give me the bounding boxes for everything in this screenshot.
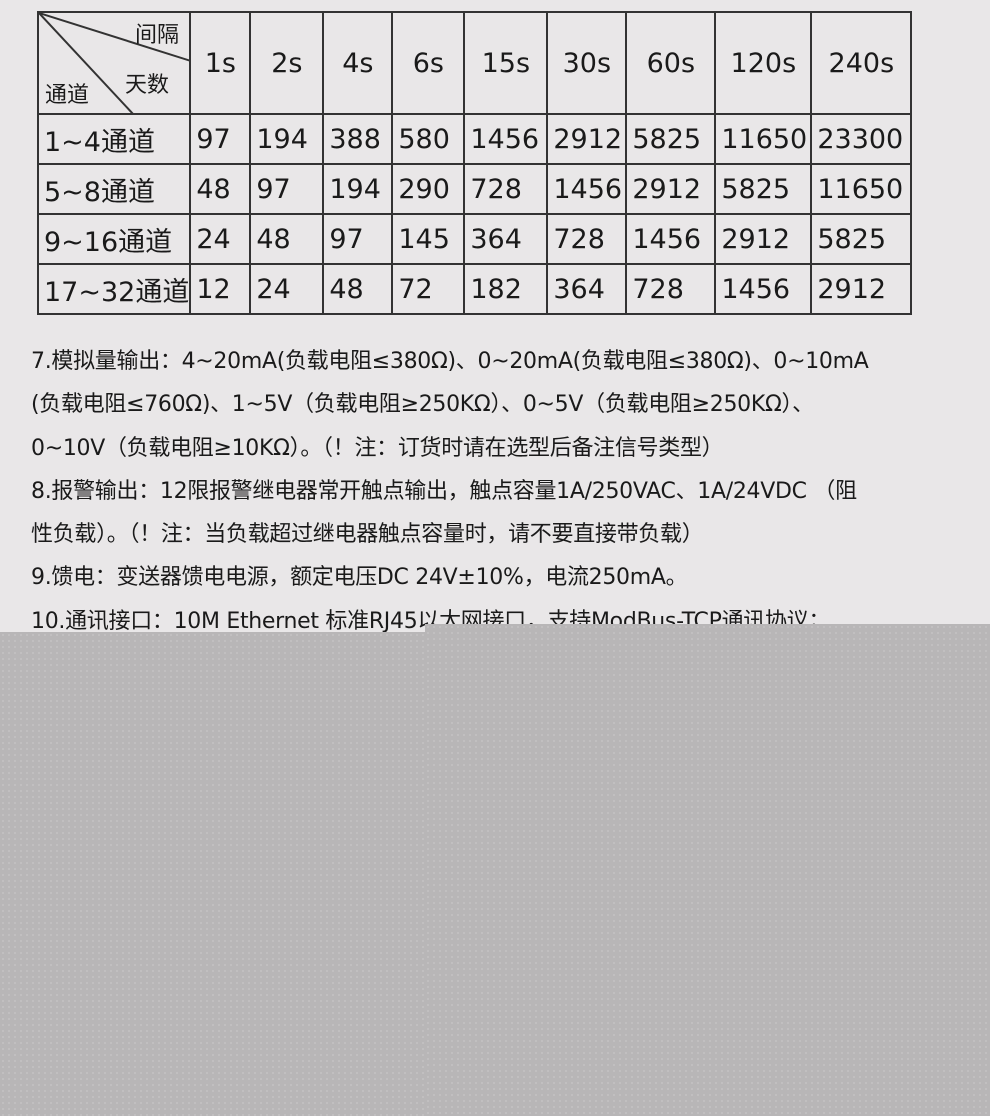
table-cell: 1456 <box>625 213 717 265</box>
table-cell: 1456 <box>463 113 549 165</box>
column-header: 2s <box>249 11 325 115</box>
row-label: 1~4通道 <box>36 113 192 165</box>
table-cell: 48 <box>322 263 394 315</box>
table-cell: 24 <box>189 213 252 265</box>
table-cell: 97 <box>322 213 394 265</box>
table-header-row: 间隔 天数 通道 1s 2s 4s 6s 15s 30s 60s 120s 24… <box>36 11 913 115</box>
table-cell: 48 <box>189 163 252 215</box>
table-cell: 2912 <box>810 263 913 315</box>
table-cell: 11650 <box>714 113 813 165</box>
table-row: 17~32通道 12 24 48 72 182 364 728 1456 2912 <box>36 263 913 315</box>
gray-overlay-left <box>0 632 425 1116</box>
gray-overlay-right <box>425 624 990 1116</box>
table-cell: 48 <box>249 213 325 265</box>
storage-days-table: 间隔 天数 通道 1s 2s 4s 6s 15s 30s 60s 120s 24… <box>36 11 913 315</box>
column-header: 240s <box>810 11 913 115</box>
column-header: 1s <box>189 11 252 115</box>
column-header: 15s <box>463 11 549 115</box>
spec-line-alarm-output-2: 性负载）。（！注：当负载超过继电器触点容量时，请不要直接带负载） <box>31 522 704 548</box>
column-header: 60s <box>625 11 717 115</box>
column-header: 4s <box>322 11 394 115</box>
corner-top-label: 间隔 <box>135 23 180 48</box>
row-label: 5~8通道 <box>36 163 192 215</box>
table-cell: 5825 <box>625 113 717 165</box>
table-cell: 12 <box>189 263 252 315</box>
spec-line-analog-output-3: 0~10V（负载电阻≥10KΩ）。（！注：订货时请在选型后备注信号类型） <box>31 435 724 461</box>
table-cell: 388 <box>322 113 394 165</box>
spec-text: 7.模拟量输出：4~20mA(负载电阻≤380Ω)、0~20mA(负载电阻≤38… <box>31 340 971 643</box>
table-cell: 194 <box>322 163 394 215</box>
table-cell: 2912 <box>625 163 717 215</box>
table-cell: 182 <box>463 263 549 315</box>
row-label: 9~16通道 <box>36 213 192 265</box>
column-header: 6s <box>391 11 466 115</box>
spec-line-analog-output-2: (负载电阻≤760Ω)、1~5V（负载电阻≥250KΩ）、0~5V（负载电阻≥2… <box>31 392 814 418</box>
table-cell: 5825 <box>714 163 813 215</box>
spec-line-power-feed: 9.馈电：变送器馈电电源，额定电压DC 24V±10%，电流250mA。 <box>31 565 688 591</box>
table-cell: 23300 <box>810 113 913 165</box>
column-header: 30s <box>546 11 628 115</box>
table-cell: 290 <box>391 163 466 215</box>
table-cell: 97 <box>249 163 325 215</box>
table-cell: 728 <box>463 163 549 215</box>
table-cell: 97 <box>189 113 252 165</box>
table-cell: 24 <box>249 263 325 315</box>
row-label: 17~32通道 <box>36 263 192 315</box>
table-cell: 1456 <box>546 163 628 215</box>
table-row: 9~16通道 24 48 97 145 364 728 1456 2912 5825 <box>36 213 913 265</box>
column-header: 120s <box>714 11 813 115</box>
table-cell: 5825 <box>810 213 913 265</box>
table-cell: 11650 <box>810 163 913 215</box>
table-cell: 194 <box>249 113 325 165</box>
corner-middle-label: 天数 <box>125 73 170 98</box>
table-cell: 364 <box>463 213 549 265</box>
table-row: 1~4通道 97 194 388 580 1456 2912 5825 11650 23300 <box>36 113 913 165</box>
corner-bottom-label: 通道 <box>45 83 90 108</box>
table-cell: 72 <box>391 263 466 315</box>
table-cell: 145 <box>391 213 466 265</box>
table-row: 5~8通道 48 97 194 290 728 1456 2912 5825 11650 <box>36 163 913 215</box>
table-cell: 1456 <box>714 263 813 315</box>
spec-line-analog-output: 7.模拟量输出：4~20mA(负载电阻≤380Ω)、0~20mA(负载电阻≤38… <box>31 349 869 374</box>
spec-line-alarm-output: 8.报警输出：12限报警继电器常开触点输出，触点容量1A/250VAC、1A/2… <box>31 478 857 504</box>
table-cell: 364 <box>546 263 628 315</box>
table-cell: 728 <box>546 213 628 265</box>
table-cell: 2912 <box>546 113 628 165</box>
diagonal-lines <box>39 13 189 113</box>
corner-cell: 间隔 天数 通道 <box>36 11 192 115</box>
table-cell: 580 <box>391 113 466 165</box>
table-cell: 728 <box>625 263 717 315</box>
table-cell: 2912 <box>714 213 813 265</box>
